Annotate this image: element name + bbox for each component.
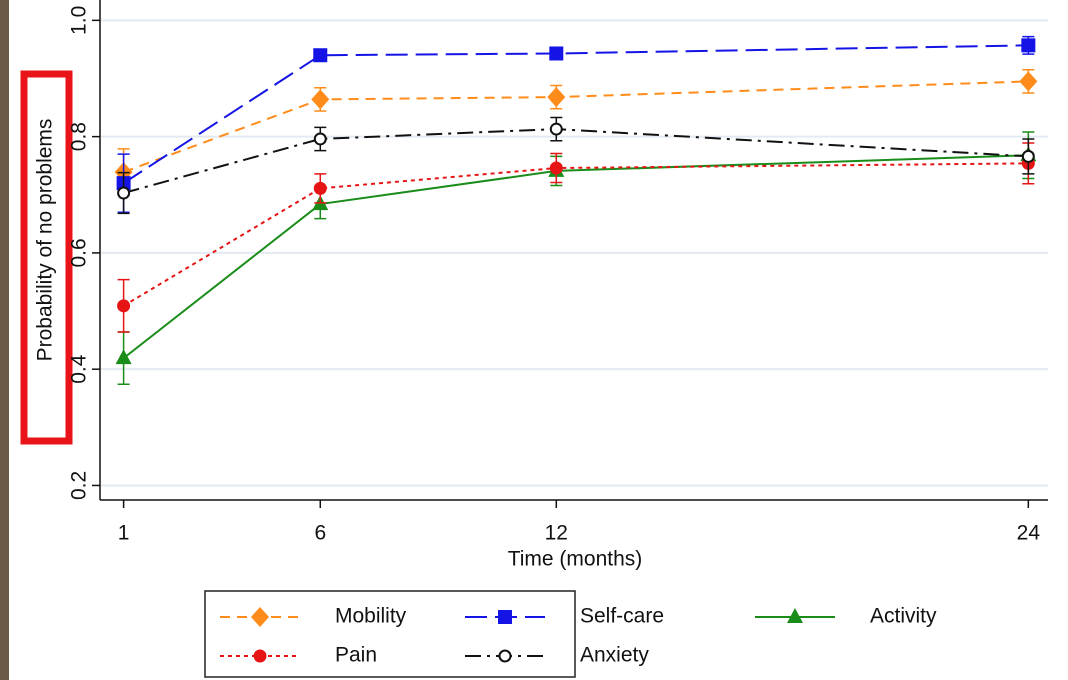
series-line	[123, 162, 1029, 307]
y-tick-label: 0.8	[68, 122, 91, 151]
legend-label: Pain	[335, 644, 377, 667]
y-tick-label: 0.4	[68, 354, 91, 384]
marker	[547, 87, 566, 108]
highlight-box	[20, 70, 73, 445]
marker	[117, 299, 131, 313]
marker	[313, 181, 327, 195]
series-line	[123, 128, 1029, 194]
x-tick-label: 6	[314, 522, 326, 545]
marker	[549, 46, 564, 61]
marker	[115, 349, 132, 365]
marker	[1021, 38, 1036, 53]
x-axis-title: Time (months)	[508, 548, 643, 571]
series-line	[123, 80, 1029, 174]
marker	[313, 132, 327, 146]
background-edge	[0, 0, 9, 680]
legend-marker	[251, 607, 269, 627]
legend-label: Self-care	[580, 605, 664, 628]
x-tick-label: 12	[545, 522, 568, 545]
x-tick-label: 1	[118, 522, 130, 545]
y-tick-label: 1.0	[68, 6, 91, 35]
y-axis-title: Probability of no problems	[34, 119, 57, 362]
legend-box	[204, 590, 576, 678]
marker	[117, 186, 131, 200]
marker	[1021, 149, 1035, 163]
marker	[549, 161, 563, 175]
legend-label: Mobility	[335, 605, 407, 628]
x-tick-label: 24	[1017, 522, 1041, 545]
marker	[311, 89, 330, 110]
series-line	[123, 44, 1029, 184]
legend-marker	[253, 649, 267, 663]
legend-label: Activity	[870, 605, 937, 628]
y-tick-label: 0.6	[68, 238, 91, 267]
legend-marker	[498, 649, 512, 663]
legend-marker	[787, 608, 803, 623]
marker	[1019, 71, 1038, 92]
marker	[549, 122, 563, 136]
y-tick-label: 0.2	[68, 471, 91, 500]
legend-label: Anxiety	[580, 644, 649, 667]
series-line	[122, 154, 1029, 359]
marker	[313, 48, 328, 63]
legend-marker	[498, 610, 512, 624]
